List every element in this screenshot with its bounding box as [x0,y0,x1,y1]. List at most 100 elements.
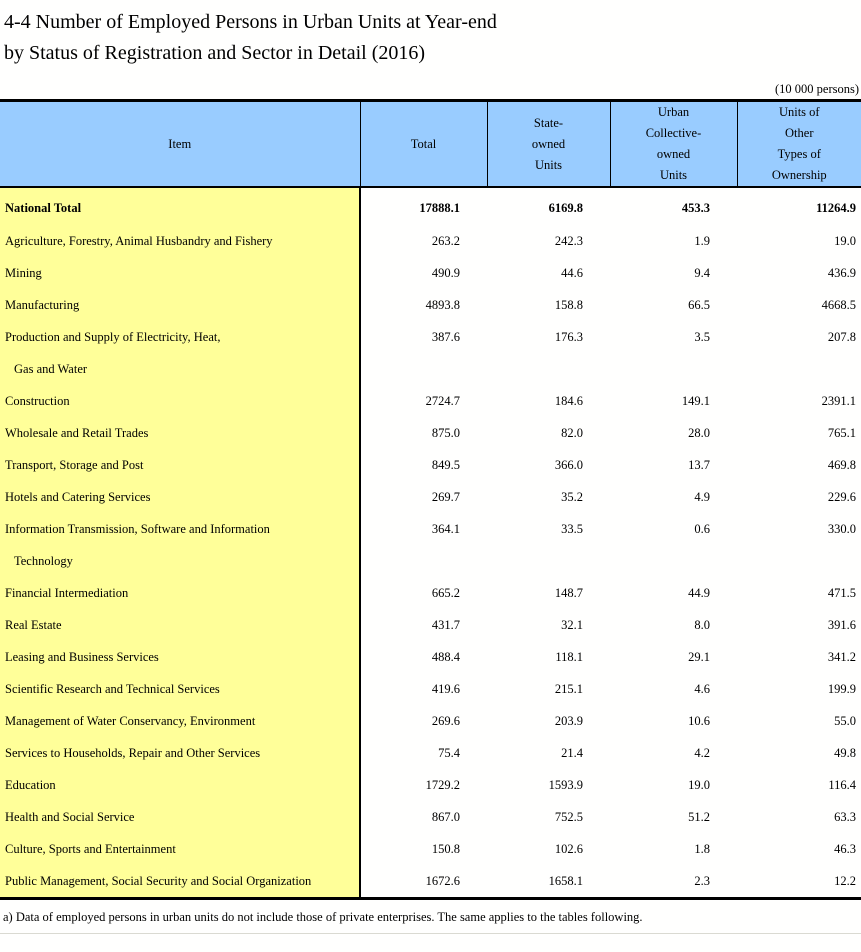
value-text: 17888.1 [419,201,460,215]
value-text: 752.5 [554,810,583,824]
value-text: 453.3 [681,201,710,215]
value-cell: 330.0 [737,513,861,577]
value-text: 4893.8 [425,298,460,312]
value-text: 158.8 [554,298,583,312]
value-cell: 229.6 [737,481,861,513]
value-text: 19.0 [834,234,856,248]
value-cell: 0.6 [610,513,737,577]
value-text: 75.4 [438,746,460,760]
item-cell: Education [0,769,361,801]
value-text: 366.0 [554,458,583,472]
value-cell: 118.1 [487,641,610,673]
item-label: Scientific Research and Technical Servic… [5,682,220,696]
value-cell: 269.6 [360,705,487,737]
value-text: 13.7 [688,458,710,472]
value-text: 19.0 [688,778,710,792]
value-text: 116.4 [828,778,856,792]
value-cell: 203.9 [487,705,610,737]
table-row: Agriculture, Forestry, Animal Husbandry … [0,225,861,257]
value-text: 118.1 [555,650,583,664]
item-label: Hotels and Catering Services [5,490,151,504]
value-text: 21.4 [561,746,583,760]
value-cell: 33.5 [487,513,610,577]
value-text: 46.3 [834,842,856,856]
item-cell: Production and Supply of Electricity, He… [0,321,361,385]
value-cell: 149.1 [610,385,737,417]
item-cell: Real Estate [0,609,361,641]
data-table: Item Total State- owned Units Urban Coll… [0,99,861,900]
item-cell: Wholesale and Retail Trades [0,417,361,449]
item-cell: Construction [0,385,361,417]
table-row: Wholesale and Retail Trades 875.0 82.0 28.0… [0,417,861,449]
value-text: 0.6 [694,522,710,536]
item-label-continued: Technology [14,554,73,568]
value-text: 215.1 [554,682,583,696]
value-text: 148.7 [554,586,583,600]
value-text: 436.9 [827,266,856,280]
value-cell: 436.9 [737,257,861,289]
table-row: Hotels and Catering Services 269.7 35.2 4.9… [0,481,861,513]
value-cell: 8.0 [610,609,737,641]
column-header-item: Item [0,99,360,188]
value-text: 849.5 [431,458,460,472]
item-cell: National Total [0,187,361,225]
value-cell: 10.6 [610,705,737,737]
value-text: 3.5 [694,330,710,344]
value-text: 8.0 [694,618,710,632]
item-label: Leasing and Business Services [5,650,159,664]
value-cell: 158.8 [487,289,610,321]
value-cell: 269.7 [360,481,487,513]
value-text: 4.2 [694,746,710,760]
value-cell: 490.9 [360,257,487,289]
table-row: Public Management, Social Security and S… [0,865,861,900]
value-text: 150.8 [431,842,460,856]
value-cell: 665.2 [360,577,487,609]
value-cell: 1658.1 [487,865,610,900]
table-row: Mining 490.9 44.6 9.4 436.9 [0,257,861,289]
value-text: 199.9 [827,682,856,696]
value-text: 431.7 [431,618,460,632]
value-cell: 55.0 [737,705,861,737]
value-cell: 453.3 [610,187,737,225]
value-cell: 12.2 [737,865,861,900]
value-text: 471.5 [827,586,856,600]
item-cell: Health and Social Service [0,801,361,833]
value-cell: 150.8 [360,833,487,865]
value-text: 184.6 [554,394,583,408]
value-text: 66.5 [688,298,710,312]
value-cell: 44.6 [487,257,610,289]
value-cell: 29.1 [610,641,737,673]
item-cell: Information Transmission, Software and I… [0,513,361,577]
value-text: 330.0 [827,522,856,536]
item-cell: Scientific Research and Technical Servic… [0,673,361,705]
value-text: 11264.9 [816,201,856,215]
value-cell: 49.8 [737,737,861,769]
table-row: Leasing and Business Services 488.4 118.1 2… [0,641,861,673]
value-text: 391.6 [827,618,856,632]
value-text: 1672.6 [425,874,460,888]
value-cell: 116.4 [737,769,861,801]
item-cell: Transport, Storage and Post [0,449,361,481]
item-label: Agriculture, Forestry, Animal Husbandry … [5,234,273,248]
value-text: 203.9 [554,714,583,728]
item-label: Culture, Sports and Entertainment [5,842,176,856]
value-text: 49.8 [834,746,856,760]
value-cell: 102.6 [487,833,610,865]
value-text: 269.7 [431,490,460,504]
item-cell: Mining [0,257,361,289]
value-text: 2724.7 [425,394,460,408]
value-text: 102.6 [554,842,583,856]
table-row: Management of Water Conservancy, Environ… [0,705,861,737]
value-cell: 1672.6 [360,865,487,900]
header-row: Item Total State- owned Units Urban Coll… [0,99,861,188]
item-label: Construction [5,394,70,408]
value-cell: 75.4 [360,737,487,769]
item-cell: Manufacturing [0,289,361,321]
value-cell: 469.8 [737,449,861,481]
value-cell: 44.9 [610,577,737,609]
item-label: Financial Intermediation [5,586,129,600]
column-header-state-owned: State- owned Units [486,99,610,188]
value-text: 6169.8 [548,201,583,215]
value-cell: 46.3 [737,833,861,865]
item-label: Information Transmission, Software and I… [5,522,270,536]
